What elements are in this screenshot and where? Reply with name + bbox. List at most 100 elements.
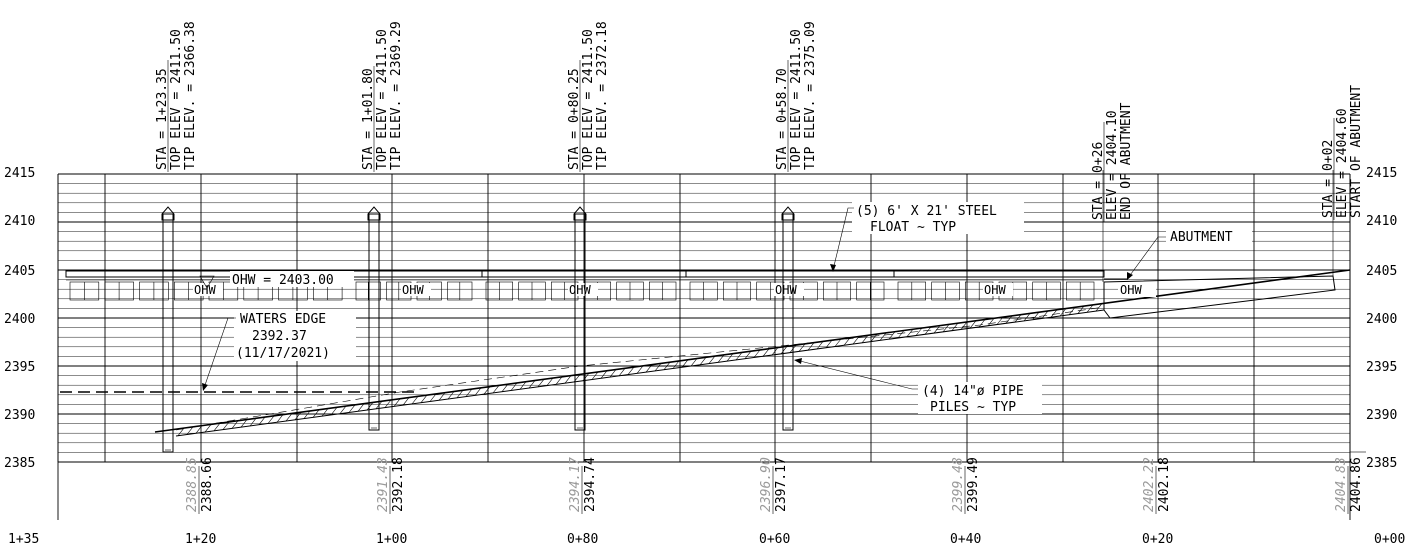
grade-hatch-mark	[222, 421, 230, 430]
grade-hatch-mark	[348, 404, 356, 413]
proposed-grade-lower-line	[175, 309, 1105, 437]
grade-hatch-mark	[492, 385, 500, 394]
grade-hatch-mark	[195, 425, 203, 434]
abutment-end-desc: END OF ABUTMENT	[1119, 102, 1134, 220]
pipe-pile-cap	[161, 206, 175, 221]
grade-hatch-mark	[285, 413, 293, 422]
float-deck	[893, 270, 1105, 278]
station-label-0-60: 0+60	[759, 532, 790, 547]
elev-label-right-2390: 2390	[1366, 408, 1397, 423]
grade-hatch-mark	[546, 377, 554, 386]
pipe-pile-shaft	[782, 213, 794, 431]
grade-hatch-mark	[825, 340, 833, 348]
grade-hatch-mark	[897, 330, 905, 339]
grade-hatch-mark	[456, 390, 464, 398]
grade-hatch-mark	[762, 348, 770, 357]
existing-elev-0-20: 2402.22	[1142, 457, 1157, 512]
grade-hatch-mark	[654, 363, 662, 372]
elev-label-left-2410: 2410	[4, 214, 35, 229]
float-ohw-marker: OHW	[569, 283, 591, 297]
grade-hatch-mark	[1023, 313, 1031, 322]
abutment-outline	[1103, 275, 1336, 319]
grade-hatch-mark	[969, 320, 977, 329]
grade-hatch-mark	[267, 415, 275, 424]
grade-hatch-mark	[1059, 308, 1067, 317]
grade-hatch-mark	[744, 351, 752, 359]
pile-1-tip-elev: TIP ELEV. = 2366.38	[183, 21, 198, 170]
grade-hatch-mark	[1050, 309, 1058, 318]
abutment-end-elev: ELEV = 2404.10	[1105, 110, 1120, 220]
proposed-elev-0-40: 2399.49	[966, 457, 981, 512]
grade-hatch-mark	[717, 354, 725, 363]
grade-hatch-mark	[600, 370, 608, 379]
existing-elev-0-60: 2396.90	[759, 457, 774, 512]
float-leader	[832, 207, 854, 271]
grade-hatch-mark	[690, 358, 698, 367]
pipe-pile-shaft	[162, 213, 174, 453]
float-ohw-marker: OHW	[194, 283, 216, 297]
grade-hatch-mark	[186, 426, 194, 435]
elevation-axis-right: 2415 2410 2405 2400 2395 2390 2385	[1366, 166, 1397, 471]
grade-hatch-mark	[627, 366, 635, 375]
grade-elevation-readouts: 2388.85 2391.43 2394.17 2396.90 2399.48 …	[185, 457, 1364, 514]
grade-hatch-mark	[942, 324, 950, 333]
pipe-piles	[161, 206, 795, 453]
abutment-end-station: STA = 0+26	[1091, 142, 1106, 220]
grade-hatch-mark	[915, 327, 923, 336]
pile-2-top-elev: TOP ELEV = 2411.50	[375, 29, 390, 170]
grade-hatch-mark	[636, 365, 644, 374]
waters-edge-line1: WATERS EDGE	[240, 312, 326, 327]
float-callout-line1: (5) 6' X 21' STEEL	[856, 204, 997, 219]
station-label-1-35: 1+35	[8, 532, 39, 547]
abutment	[1102, 170, 1366, 453]
grade-hatch-mark	[1032, 312, 1040, 320]
grade-hatch-mark	[429, 393, 437, 402]
grade-hatch-mark	[735, 352, 743, 361]
grade-hatch-mark	[978, 319, 986, 328]
elev-label-left-2395: 2395	[4, 360, 35, 375]
grade-hatch-mark	[474, 387, 482, 396]
grade-hatch-mark	[780, 346, 788, 355]
grade-hatch-mark	[960, 321, 968, 330]
grade-hatch-mark	[177, 427, 185, 436]
float-callout-line2: FLOAT ~ TYP	[870, 220, 956, 235]
pile-1-top-elev: TOP ELEV = 2411.50	[169, 29, 184, 170]
grade-hatch-mark	[402, 397, 410, 406]
grade-hatch-mark	[303, 410, 311, 419]
grade-hatch-mark	[339, 405, 347, 414]
grade-hatch-mark	[276, 414, 284, 423]
grade-hatch-mark	[465, 388, 473, 397]
elev-label-right-2410: 2410	[1366, 214, 1397, 229]
grade-hatch-mark	[411, 396, 419, 405]
existing-elev-0-80: 2394.17	[568, 457, 583, 512]
grade-hatch-mark	[987, 318, 995, 326]
grade-hatch-mark	[483, 386, 491, 395]
elevation-axis-left: 2415 2410 2405 2400 2395 2390 2385	[4, 166, 35, 471]
grade-hatch-mark	[564, 375, 572, 384]
grade-hatch-mark	[699, 357, 707, 366]
grade-hatch-mark	[681, 359, 689, 368]
grade-hatch-mark	[663, 362, 671, 370]
proposed-elev-1-00: 2392.18	[391, 457, 406, 512]
elev-label-right-2415: 2415	[1366, 166, 1397, 181]
grade-hatch-mark	[1014, 314, 1022, 323]
pile-3-station: STA = 0+80.25	[567, 68, 582, 170]
grade-hatch-mark	[357, 403, 365, 412]
grade-hatch-mark	[1077, 305, 1085, 314]
grade-hatch-mark	[1005, 315, 1013, 324]
grade-hatch-mark	[393, 398, 401, 407]
grade-hatch-mark	[906, 329, 914, 337]
proposed-elev-0-60: 2397.17	[774, 457, 789, 512]
grade-hatch-mark	[384, 399, 392, 408]
grade-hatch-mark	[294, 412, 302, 420]
grade-hatch-mark	[330, 407, 338, 416]
ohw-marker-right: OHW	[1120, 283, 1142, 297]
pipe-pile-cap	[781, 206, 795, 221]
pipe-pile-shaft	[368, 213, 380, 431]
grade-hatch-mark	[213, 423, 221, 431]
station-label-1-20: 1+20	[185, 532, 216, 547]
station-label-0-20: 0+20	[1142, 532, 1173, 547]
elev-label-right-2395: 2395	[1366, 360, 1397, 375]
waters-edge-line3: (11/17/2021)	[236, 346, 330, 361]
elev-label-right-2400: 2400	[1366, 312, 1397, 327]
